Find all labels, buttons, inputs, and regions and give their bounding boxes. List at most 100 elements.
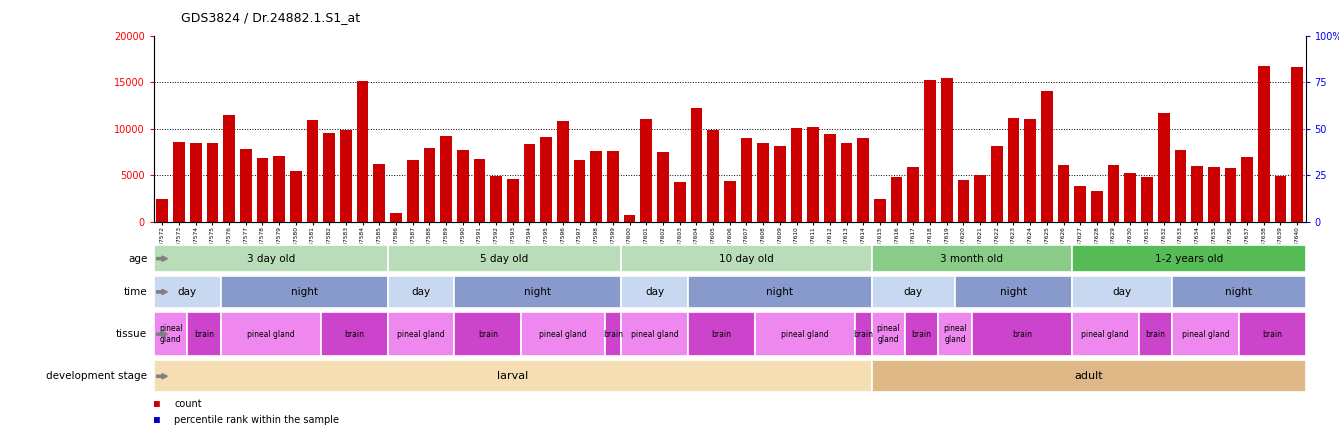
Text: pineal gland: pineal gland xyxy=(1181,329,1229,339)
Text: night: night xyxy=(291,287,317,297)
Bar xyxy=(605,312,621,357)
Text: brain: brain xyxy=(1145,329,1165,339)
Bar xyxy=(857,138,869,222)
Bar xyxy=(1275,176,1287,222)
Bar xyxy=(972,312,1073,357)
Text: pineal gland: pineal gland xyxy=(1082,329,1129,339)
Text: pineal
gland: pineal gland xyxy=(159,325,182,344)
Bar xyxy=(573,160,585,222)
Bar xyxy=(291,171,301,222)
Bar xyxy=(1107,165,1119,222)
Bar xyxy=(1208,167,1220,222)
Bar xyxy=(1138,312,1172,357)
Bar xyxy=(1241,157,1253,222)
Bar xyxy=(1174,150,1186,222)
Text: pineal gland: pineal gland xyxy=(398,329,445,339)
Bar xyxy=(390,213,402,222)
Text: brain: brain xyxy=(1012,329,1032,339)
Text: night: night xyxy=(1000,287,1027,297)
Text: pineal gland: pineal gland xyxy=(246,329,295,339)
Text: brain: brain xyxy=(912,329,932,339)
Bar xyxy=(387,276,454,308)
Text: 3 day old: 3 day old xyxy=(246,254,295,264)
Bar xyxy=(1058,165,1070,222)
Text: brain: brain xyxy=(478,329,498,339)
Bar xyxy=(154,312,187,357)
Text: night: night xyxy=(766,287,793,297)
Bar xyxy=(955,276,1073,308)
Bar xyxy=(908,167,919,222)
Bar xyxy=(691,108,702,222)
Text: day: day xyxy=(645,287,664,297)
Bar xyxy=(854,312,872,357)
Text: tissue: tissue xyxy=(116,329,147,339)
Bar xyxy=(1073,312,1138,357)
Bar xyxy=(387,245,621,273)
Bar xyxy=(823,135,836,222)
Bar xyxy=(273,156,285,222)
Text: brain: brain xyxy=(1263,329,1283,339)
Bar xyxy=(941,79,952,222)
Bar xyxy=(190,143,202,222)
Bar xyxy=(790,128,802,222)
Text: brain: brain xyxy=(711,329,731,339)
Bar xyxy=(521,312,605,357)
Bar xyxy=(872,312,905,357)
Bar xyxy=(991,147,1003,222)
Text: larval: larval xyxy=(497,371,529,381)
Bar xyxy=(1257,66,1269,222)
Bar xyxy=(407,160,419,222)
Bar xyxy=(905,312,939,357)
Bar xyxy=(724,181,735,222)
Text: time: time xyxy=(123,287,147,297)
Bar xyxy=(939,312,972,357)
Bar xyxy=(541,137,552,222)
Text: day: day xyxy=(411,287,431,297)
Bar xyxy=(707,130,719,222)
Text: GDS3824 / Dr.24882.1.S1_at: GDS3824 / Dr.24882.1.S1_at xyxy=(181,11,360,24)
Bar xyxy=(924,80,936,222)
Text: 3 month old: 3 month old xyxy=(940,254,1003,264)
Text: brain: brain xyxy=(853,329,873,339)
Bar xyxy=(356,81,368,222)
Bar xyxy=(423,148,435,222)
Bar xyxy=(841,143,853,222)
Bar xyxy=(206,143,218,222)
Bar xyxy=(1073,276,1172,308)
Bar xyxy=(621,245,872,273)
Bar xyxy=(1225,168,1236,222)
Bar xyxy=(1008,118,1019,222)
Text: pineal
gland: pineal gland xyxy=(943,325,967,344)
Bar xyxy=(1074,186,1086,222)
Text: 1-2 years old: 1-2 years old xyxy=(1154,254,1223,264)
Bar xyxy=(640,119,652,222)
Bar xyxy=(173,142,185,222)
Bar xyxy=(607,151,619,222)
Bar xyxy=(454,312,521,357)
Bar xyxy=(387,312,454,357)
Bar xyxy=(307,120,319,222)
Bar xyxy=(557,121,569,222)
Bar xyxy=(1024,119,1036,222)
Text: brain: brain xyxy=(194,329,214,339)
Text: pineal gland: pineal gland xyxy=(631,329,679,339)
Text: brain: brain xyxy=(344,329,364,339)
Bar xyxy=(441,136,451,222)
Bar xyxy=(187,312,221,357)
Text: pineal gland: pineal gland xyxy=(540,329,586,339)
Bar xyxy=(154,361,872,392)
Bar xyxy=(740,138,753,222)
Bar xyxy=(221,276,387,308)
Text: ■: ■ xyxy=(154,415,166,424)
Bar xyxy=(872,276,955,308)
Bar xyxy=(657,152,670,222)
Bar xyxy=(1172,312,1239,357)
Bar xyxy=(688,276,872,308)
Bar xyxy=(321,312,387,357)
Bar xyxy=(957,180,969,222)
Bar xyxy=(1040,91,1052,222)
Text: day: day xyxy=(1113,287,1131,297)
Bar xyxy=(221,312,321,357)
Bar xyxy=(1158,113,1169,222)
Bar xyxy=(590,151,603,222)
